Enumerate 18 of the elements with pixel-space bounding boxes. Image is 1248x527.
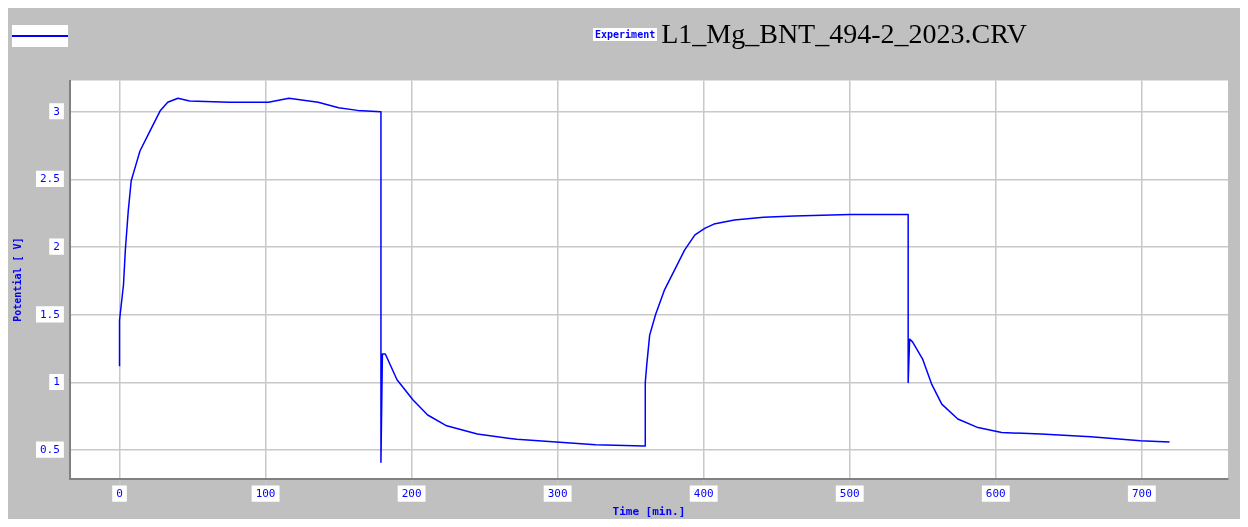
x-tick-label: 400 bbox=[693, 487, 714, 501]
chart-title: L1_Mg_BNT_494-2_2023.CRV bbox=[661, 18, 1027, 50]
x-tick-label: 700 bbox=[1131, 487, 1152, 501]
y-tick-label: 2.5 bbox=[39, 172, 60, 186]
x-axis-title: Time [min.] bbox=[612, 505, 686, 519]
x-tick-label: 600 bbox=[985, 487, 1006, 501]
y-tick-label: 1 bbox=[53, 375, 60, 389]
y-tick-label: 3 bbox=[53, 104, 60, 118]
y-tick-label: 0.5 bbox=[39, 443, 60, 457]
x-tick-label: 0 bbox=[116, 487, 123, 501]
y-tick-label: 2 bbox=[53, 239, 60, 253]
y-axis-title: Potential [ V] bbox=[11, 237, 23, 322]
y-tick-label: 1.5 bbox=[39, 307, 60, 321]
x-tick-label: 200 bbox=[401, 487, 422, 501]
x-tick-label: 300 bbox=[547, 487, 568, 501]
chart-subtitle: Experiment bbox=[593, 27, 658, 41]
x-tick-label: 100 bbox=[255, 487, 276, 501]
x-tick-label: 500 bbox=[839, 487, 860, 501]
